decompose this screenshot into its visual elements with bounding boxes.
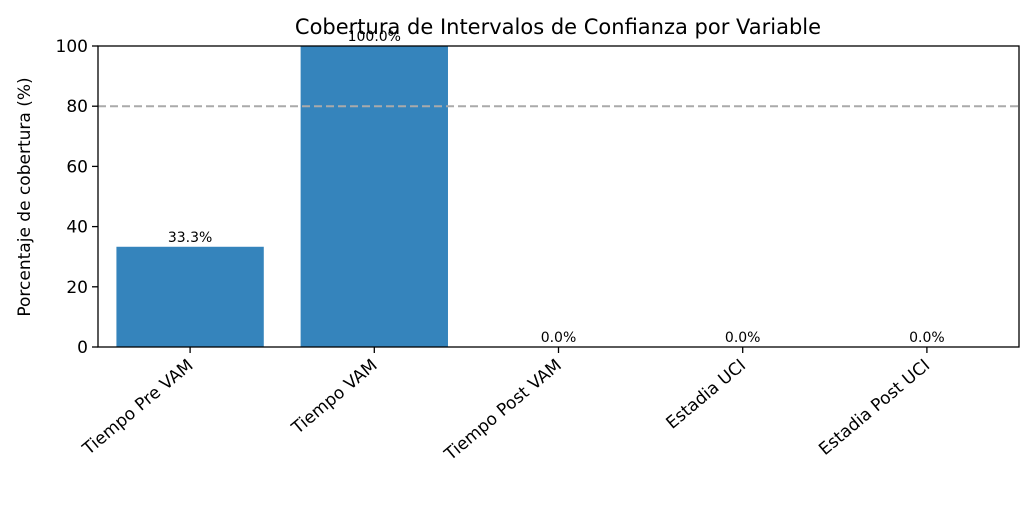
data-label: 33.3% [168,230,212,246]
y-axis-title: Porcentaje de cobertura (%) [15,77,35,316]
y-tick-label: 0 [77,338,88,358]
bar [300,46,448,347]
x-tick-label: Tiempo VAM [287,356,381,439]
x-tick-label: Tiempo Post VAM [440,356,565,466]
y-tick-label: 100 [56,37,88,57]
data-label: 0.0% [541,330,577,346]
bar [116,246,264,347]
data-label: 0.0% [909,330,945,346]
y-tick-label: 60 [66,157,88,177]
y-tick-label: 20 [66,278,88,298]
x-tick-label: Estadia UCI [662,356,749,434]
chart-title: Cobertura de Intervalos de Confianza por… [295,15,821,39]
x-tick-label: Tiempo Pre VAM [78,356,197,460]
data-label: 0.0% [725,330,761,346]
data-label: 100.0% [348,29,401,45]
y-tick-label: 80 [66,97,88,117]
y-tick-label: 40 [66,218,88,238]
x-tick-label: Estadia Post UCI [815,356,934,460]
plot-area: 33.3% 100.0% 0.0% 0.0% 0.0% 0 20 40 60 80 100 Tiemp… [56,29,1020,466]
